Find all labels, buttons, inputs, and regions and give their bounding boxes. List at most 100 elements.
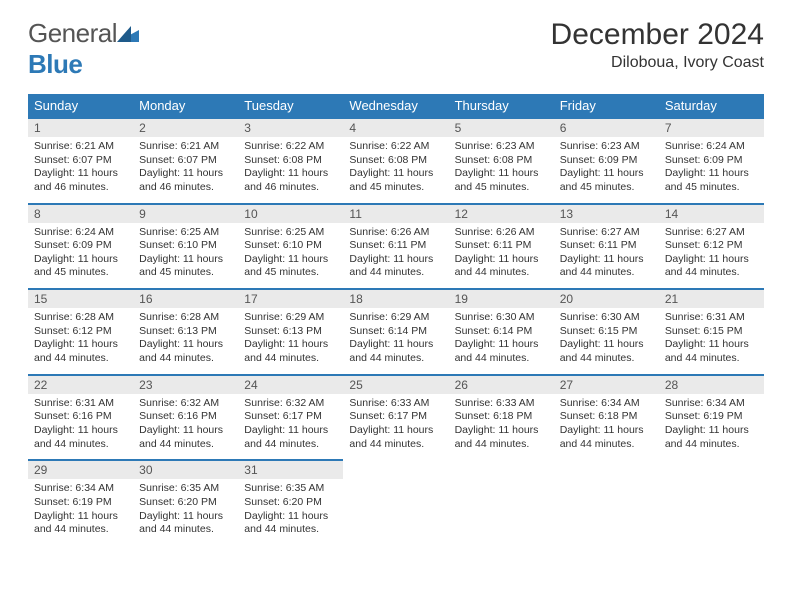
day-cell: 2Sunrise: 6:21 AMSunset: 6:07 PMDaylight… (133, 117, 238, 203)
day-cell: 20Sunrise: 6:30 AMSunset: 6:15 PMDayligh… (554, 288, 659, 374)
daylight-line: Daylight: 11 hours and 45 minutes. (244, 253, 337, 280)
day-cell: 27Sunrise: 6:34 AMSunset: 6:18 PMDayligh… (554, 374, 659, 460)
sunrise-line: Sunrise: 6:33 AM (455, 397, 548, 411)
day-cell: 9Sunrise: 6:25 AMSunset: 6:10 PMDaylight… (133, 203, 238, 289)
sunrise-line: Sunrise: 6:22 AM (349, 140, 442, 154)
sunset-line: Sunset: 6:15 PM (665, 325, 758, 339)
day-cell: 23Sunrise: 6:32 AMSunset: 6:16 PMDayligh… (133, 374, 238, 460)
day-body: Sunrise: 6:35 AMSunset: 6:20 PMDaylight:… (238, 479, 343, 545)
day-cell: 4Sunrise: 6:22 AMSunset: 6:08 PMDaylight… (343, 117, 448, 203)
sunset-line: Sunset: 6:13 PM (244, 325, 337, 339)
sunset-line: Sunset: 6:09 PM (560, 154, 653, 168)
day-body: Sunrise: 6:28 AMSunset: 6:13 PMDaylight:… (133, 308, 238, 374)
daylight-line: Daylight: 11 hours and 45 minutes. (455, 167, 548, 194)
daylight-line: Daylight: 11 hours and 44 minutes. (244, 510, 337, 537)
day-number: 12 (449, 203, 554, 223)
day-cell: 13 Sunrise: 6:27 AMSunset: 6:11 PMDayligh… (554, 203, 659, 289)
week-row: 29Sunrise: 6:34 AMSunset: 6:19 PMDayligh… (28, 459, 764, 545)
day-cell: 17Sunrise: 6:29 AMSunset: 6:13 PMDayligh… (238, 288, 343, 374)
sunrise-line: Sunrise: 6:34 AM (665, 397, 758, 411)
day-number: 21 (659, 288, 764, 308)
sunset-line: Sunset: 6:20 PM (139, 496, 232, 510)
day-number: 13 (554, 203, 659, 223)
day-number: 6 (554, 117, 659, 137)
sunrise-line: Sunrise: 6:28 AM (139, 311, 232, 325)
day-body: Sunrise: 6:27 AMSunset: 6:12 PMDaylight:… (659, 223, 764, 289)
sunset-line: Sunset: 6:09 PM (665, 154, 758, 168)
day-body: Sunrise: 6:31 AMSunset: 6:16 PMDaylight:… (28, 394, 133, 460)
day-cell: 19Sunrise: 6:30 AMSunset: 6:14 PMDayligh… (449, 288, 554, 374)
daylight-line: Daylight: 11 hours and 45 minutes. (349, 167, 442, 194)
day-number: 27 (554, 374, 659, 394)
sunset-line: Sunset: 6:12 PM (34, 325, 127, 339)
day-cell: 8Sunrise: 6:24 AMSunset: 6:09 PMDaylight… (28, 203, 133, 289)
sunset-line: Sunset: 6:12 PM (665, 239, 758, 253)
day-body: Sunrise: 6:21 AMSunset: 6:07 PMDaylight:… (28, 137, 133, 203)
sunset-line: Sunset: 6:14 PM (349, 325, 442, 339)
day-number: 31 (238, 459, 343, 479)
sunset-line: Sunset: 6:08 PM (244, 154, 337, 168)
day-cell: 22Sunrise: 6:31 AMSunset: 6:16 PMDayligh… (28, 374, 133, 460)
day-body: Sunrise: 6:26 AMSunset: 6:11 PMDaylight:… (449, 223, 554, 289)
day-cell: 11Sunrise: 6:26 AMSunset: 6:11 PMDayligh… (343, 203, 448, 289)
day-cell: 12Sunrise: 6:26 AMSunset: 6:11 PMDayligh… (449, 203, 554, 289)
day-body: Sunrise: 6:24 AMSunset: 6:09 PMDaylight:… (28, 223, 133, 289)
week-row: 22Sunrise: 6:31 AMSunset: 6:16 PMDayligh… (28, 374, 764, 460)
day-body: Sunrise: 6:23 AMSunset: 6:08 PMDaylight:… (449, 137, 554, 203)
day-number: 30 (133, 459, 238, 479)
sunrise-line: Sunrise: 6:32 AM (139, 397, 232, 411)
daylight-line: Daylight: 11 hours and 46 minutes. (244, 167, 337, 194)
daylight-line: Daylight: 11 hours and 44 minutes. (139, 338, 232, 365)
day-body: Sunrise: 6:29 AMSunset: 6:14 PMDaylight:… (343, 308, 448, 374)
day-cell: 1Sunrise: 6:21 AMSunset: 6:07 PMDaylight… (28, 117, 133, 203)
day-number: 18 (343, 288, 448, 308)
day-header-row: SundayMondayTuesdayWednesdayThursdayFrid… (28, 94, 764, 117)
sunrise-line: Sunrise: 6:23 AM (560, 140, 653, 154)
daylight-line: Daylight: 11 hours and 45 minutes. (665, 167, 758, 194)
daylight-line: Daylight: 11 hours and 44 minutes. (665, 253, 758, 280)
sunset-line: Sunset: 6:11 PM (349, 239, 442, 253)
day-header: Wednesday (343, 94, 448, 117)
sunrise-line: Sunrise: 6:28 AM (34, 311, 127, 325)
sunrise-line: Sunrise: 6:35 AM (244, 482, 337, 496)
day-body: Sunrise: 6:34 AMSunset: 6:18 PMDaylight:… (554, 394, 659, 460)
day-number: 24 (238, 374, 343, 394)
day-cell: 21Sunrise: 6:31 AMSunset: 6:15 PMDayligh… (659, 288, 764, 374)
day-cell (554, 459, 659, 545)
sunrise-line: Sunrise: 6:27 AM (665, 226, 758, 240)
day-body: Sunrise: 6:31 AMSunset: 6:15 PMDaylight:… (659, 308, 764, 374)
day-body: Sunrise: 6:23 AMSunset: 6:09 PMDaylight:… (554, 137, 659, 203)
sunset-line: Sunset: 6:07 PM (34, 154, 127, 168)
day-body: Sunrise: 6:32 AMSunset: 6:17 PMDaylight:… (238, 394, 343, 460)
sunrise-line: Sunrise: 6:27 AM (560, 226, 653, 240)
week-row: 8Sunrise: 6:24 AMSunset: 6:09 PMDaylight… (28, 203, 764, 289)
daylight-line: Daylight: 11 hours and 44 minutes. (560, 338, 653, 365)
daylight-line: Daylight: 11 hours and 44 minutes. (349, 253, 442, 280)
sunset-line: Sunset: 6:18 PM (455, 410, 548, 424)
logo-word-2: Blue (28, 49, 82, 79)
day-cell: 29Sunrise: 6:34 AMSunset: 6:19 PMDayligh… (28, 459, 133, 545)
day-body: Sunrise: 6:25 AMSunset: 6:10 PMDaylight:… (238, 223, 343, 289)
daylight-line: Daylight: 11 hours and 44 minutes. (34, 424, 127, 451)
sunset-line: Sunset: 6:10 PM (139, 239, 232, 253)
day-number: 17 (238, 288, 343, 308)
sunset-line: Sunset: 6:08 PM (455, 154, 548, 168)
day-cell: 3Sunrise: 6:22 AMSunset: 6:08 PMDaylight… (238, 117, 343, 203)
sunset-line: Sunset: 6:19 PM (665, 410, 758, 424)
day-body: Sunrise: 6:26 AMSunset: 6:11 PMDaylight:… (343, 223, 448, 289)
sunset-line: Sunset: 6:11 PM (560, 239, 653, 253)
sunset-line: Sunset: 6:11 PM (455, 239, 548, 253)
daylight-line: Daylight: 11 hours and 44 minutes. (560, 253, 653, 280)
day-number: 7 (659, 117, 764, 137)
sunrise-line: Sunrise: 6:25 AM (244, 226, 337, 240)
sunset-line: Sunset: 6:16 PM (34, 410, 127, 424)
day-cell: 14Sunrise: 6:27 AMSunset: 6:12 PMDayligh… (659, 203, 764, 289)
day-cell: 16Sunrise: 6:28 AMSunset: 6:13 PMDayligh… (133, 288, 238, 374)
day-body: Sunrise: 6:33 AMSunset: 6:18 PMDaylight:… (449, 394, 554, 460)
week-row: 15Sunrise: 6:28 AMSunset: 6:12 PMDayligh… (28, 288, 764, 374)
day-number: 15 (28, 288, 133, 308)
daylight-line: Daylight: 11 hours and 46 minutes. (34, 167, 127, 194)
title-block: December 2024 Diloboua, Ivory Coast (551, 18, 764, 72)
day-cell: 26Sunrise: 6:33 AMSunset: 6:18 PMDayligh… (449, 374, 554, 460)
sunset-line: Sunset: 6:09 PM (34, 239, 127, 253)
